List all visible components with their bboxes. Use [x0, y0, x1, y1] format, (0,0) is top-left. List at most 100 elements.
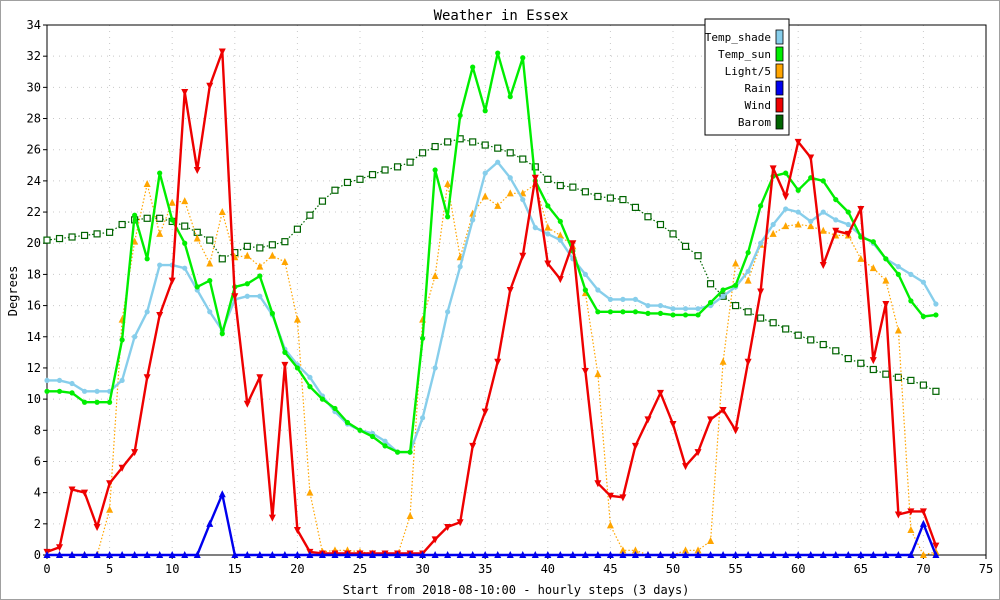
data-point	[620, 309, 626, 315]
legend-swatch	[775, 63, 784, 79]
data-point	[144, 256, 150, 262]
data-point	[707, 416, 715, 424]
data-point	[381, 166, 389, 174]
data-point	[369, 433, 376, 440]
y-tick-label: 0	[34, 548, 41, 562]
data-point	[181, 551, 189, 558]
data-point	[632, 296, 639, 302]
data-point	[870, 239, 876, 245]
data-point	[519, 155, 527, 163]
data-point	[733, 282, 739, 288]
data-point	[494, 144, 502, 152]
series-light-5	[43, 180, 940, 558]
data-point	[631, 551, 639, 558]
data-point	[581, 551, 589, 558]
data-point	[481, 192, 489, 200]
data-point	[857, 205, 865, 213]
data-point	[808, 218, 814, 225]
data-point	[933, 301, 939, 307]
data-point	[731, 301, 740, 310]
data-point	[456, 551, 464, 558]
data-point	[457, 112, 463, 119]
data-point	[844, 354, 852, 363]
data-point	[218, 48, 226, 56]
data-point	[544, 260, 552, 268]
data-point	[669, 230, 677, 238]
data-point	[594, 551, 602, 558]
data-point	[307, 384, 313, 390]
x-axis-label: Start from 2018-08-10:00 - hourly steps …	[343, 583, 690, 597]
x-tick-label: 25	[353, 562, 367, 576]
data-point	[243, 251, 251, 259]
data-point	[819, 226, 827, 234]
data-point	[369, 551, 377, 558]
data-point	[783, 206, 789, 212]
data-point	[143, 180, 151, 187]
data-point	[343, 551, 351, 558]
data-point	[469, 442, 477, 450]
data-point	[93, 523, 101, 531]
data-point	[244, 281, 250, 287]
data-point	[631, 442, 639, 450]
data-point	[882, 370, 890, 378]
data-point	[932, 387, 940, 395]
data-point	[281, 361, 289, 369]
data-point	[68, 551, 76, 558]
data-point	[719, 357, 727, 365]
data-point	[656, 551, 664, 558]
y-tick-label: 20	[27, 236, 41, 250]
data-point	[332, 405, 338, 412]
data-point	[844, 551, 852, 558]
data-point	[581, 368, 589, 376]
legend-label: Temp_sun	[718, 48, 771, 61]
data-point	[81, 489, 89, 497]
data-point	[469, 551, 477, 558]
data-point	[644, 213, 652, 221]
data-point	[594, 192, 602, 201]
series-temp-sun	[44, 50, 939, 455]
x-tick-label: 35	[478, 562, 492, 576]
data-point	[219, 331, 225, 337]
y-tick-label: 2	[34, 517, 41, 531]
data-point	[293, 225, 301, 233]
data-point	[482, 108, 488, 114]
data-point	[407, 449, 413, 455]
data-point	[807, 551, 815, 558]
data-point	[895, 271, 901, 278]
data-point	[657, 310, 664, 316]
y-tick-label: 16	[27, 299, 41, 313]
data-point	[156, 229, 164, 237]
data-point	[55, 234, 64, 243]
data-point	[218, 208, 226, 216]
data-point	[682, 546, 690, 554]
x-tick-label: 70	[916, 562, 930, 576]
data-point	[707, 536, 715, 544]
data-point	[682, 306, 689, 312]
data-point	[769, 319, 777, 327]
data-point	[169, 217, 175, 223]
data-point	[306, 488, 314, 496]
data-point	[256, 551, 264, 558]
data-point	[157, 262, 163, 268]
data-point	[244, 293, 250, 299]
series-barom	[43, 135, 940, 395]
data-point	[556, 181, 564, 190]
data-point	[306, 551, 314, 558]
data-point	[281, 238, 289, 246]
data-point	[744, 358, 752, 366]
data-point	[695, 306, 701, 312]
data-point	[206, 236, 214, 244]
data-point	[269, 310, 275, 316]
data-point	[168, 198, 176, 206]
data-point	[744, 551, 752, 558]
data-point	[619, 546, 627, 554]
data-point	[81, 399, 88, 405]
data-point	[857, 551, 865, 558]
y-tick-label: 6	[34, 454, 41, 468]
data-point	[682, 463, 690, 471]
data-point	[920, 313, 927, 320]
y-tick-label: 26	[27, 143, 41, 157]
data-point	[419, 551, 427, 558]
x-tick-label: 60	[791, 562, 805, 576]
